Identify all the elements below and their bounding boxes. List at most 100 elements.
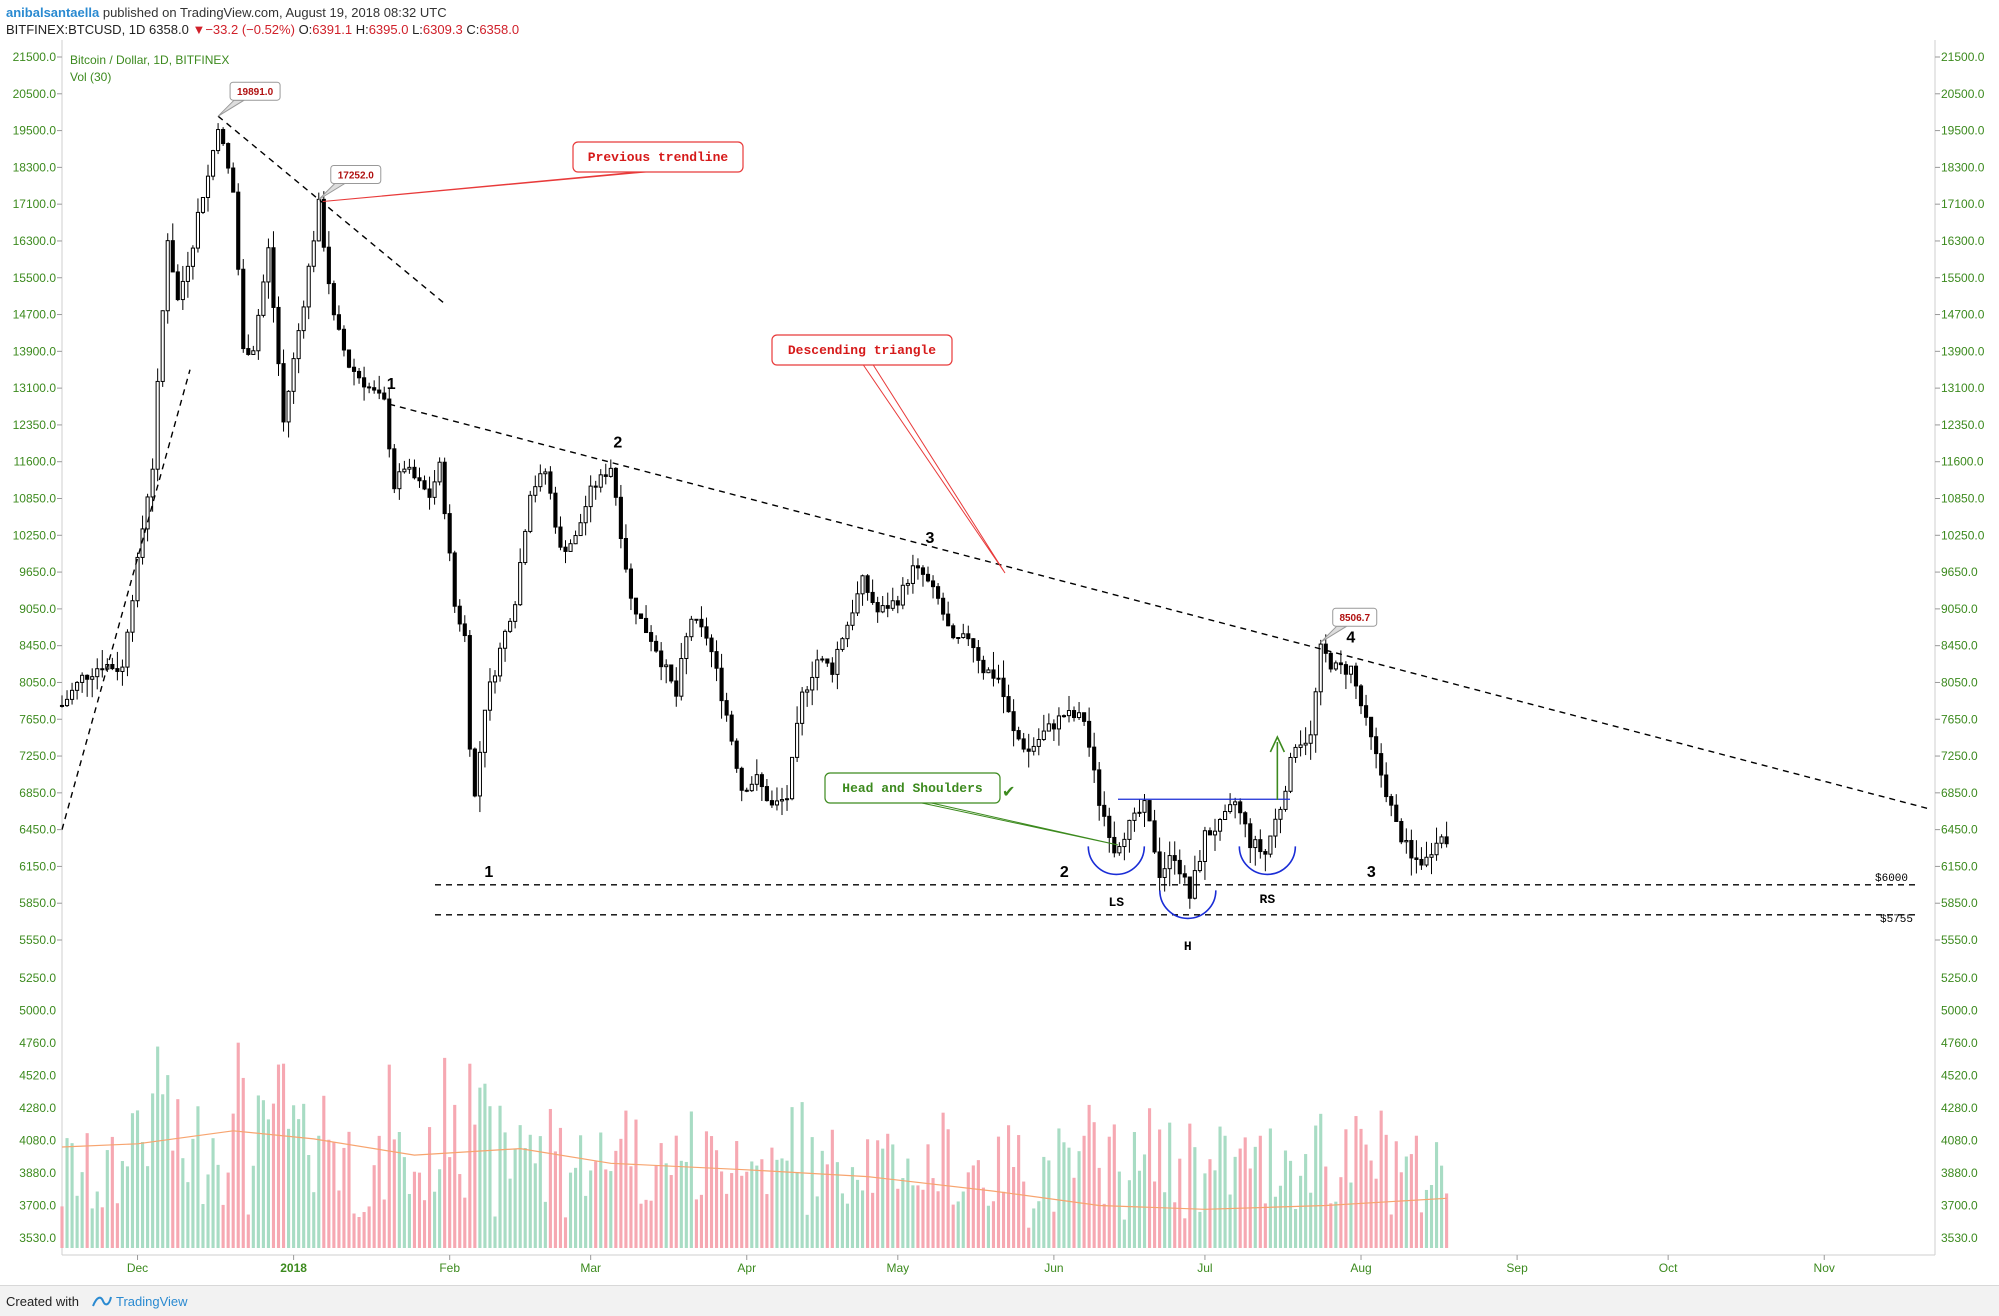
candle-body [598, 474, 603, 488]
high-8506-flag-box [1332, 607, 1378, 627]
candle-body [1021, 738, 1026, 750]
volume-tick-left: 3700.0 [19, 1199, 56, 1213]
volume-bar [433, 1191, 437, 1248]
volume-bar [1419, 1212, 1423, 1248]
candle-body [1011, 711, 1016, 732]
volume-bar [261, 1100, 265, 1248]
candle-body [1414, 857, 1419, 860]
descending-triangle-callout-pointer [861, 362, 1006, 574]
candle-body [397, 471, 402, 490]
tradingview-logo-icon [92, 1296, 112, 1307]
candle-body [1223, 811, 1228, 820]
candle-body [1066, 710, 1072, 717]
candle-body [825, 658, 830, 664]
volume-bar [956, 1201, 960, 1248]
volume-bar [896, 1188, 900, 1248]
candle-body [578, 522, 583, 537]
candle-body [996, 677, 1001, 680]
candle-body [769, 800, 774, 806]
price-tick-left: 20500.0 [13, 87, 57, 101]
candle-body [991, 669, 996, 679]
volume-tick-left: 4760.0 [19, 1036, 56, 1050]
candle-body [1117, 846, 1122, 854]
candle-body [845, 624, 850, 640]
price-tick-left: 15500.0 [13, 271, 57, 285]
created-with-label: Created with [6, 1294, 79, 1309]
volume-bar [976, 1160, 980, 1248]
volume-bar [946, 1129, 950, 1248]
upper-point-label: 3 [926, 530, 935, 547]
price-tick-left: 18300.0 [13, 160, 57, 174]
candle-body [1343, 664, 1348, 675]
candle-body [1197, 860, 1202, 872]
candle-body [850, 612, 855, 626]
candle-body [482, 709, 487, 753]
volume-bar [256, 1095, 260, 1248]
candle-body [618, 496, 623, 539]
candle-body [820, 658, 825, 661]
volume-bar [800, 1102, 804, 1248]
volume-bar [684, 1161, 688, 1248]
volume-bar [1062, 1142, 1066, 1248]
volume-bar [780, 1158, 784, 1248]
volume-bar [584, 1195, 588, 1248]
axes: 21500.0 21500.0 20500.0 20500.0 19500.0 19500… [13, 50, 1985, 1275]
candle-body [1374, 736, 1379, 755]
price-tick-left: 14700.0 [13, 308, 57, 322]
candle-body [1278, 808, 1283, 820]
chart-canvas[interactable]: $6000 $5755 1 2 3 4 1 2 3 19891.0 17252.0 8506.7 Pre… [0, 0, 1999, 1285]
volume-bar [644, 1199, 648, 1248]
candle-body [694, 618, 699, 621]
price-tick-left: 6850.0 [19, 786, 56, 800]
candle-body [1434, 842, 1439, 856]
volume-bar [563, 1217, 568, 1248]
volume-bar [634, 1119, 638, 1248]
candle-body [321, 198, 326, 248]
price-tick-left: 5550.0 [19, 933, 56, 947]
volume-bar [281, 1063, 286, 1248]
volume-bar [871, 1192, 875, 1248]
candle-body [563, 546, 568, 552]
volume-bar [1319, 1113, 1323, 1248]
left-shoulder-arc [1087, 846, 1146, 876]
volume-bar [478, 1087, 482, 1248]
candle-body [1217, 818, 1223, 832]
candle-body [1238, 801, 1243, 814]
volume-bar [518, 1125, 522, 1248]
candle-body [558, 526, 563, 548]
volume-tick-right: 4760.0 [1941, 1036, 1978, 1050]
candle-body [216, 129, 221, 152]
candle-body [1142, 800, 1147, 813]
upper-point-label: 4 [1346, 629, 1355, 646]
price-tick-right: 13100.0 [1941, 381, 1985, 395]
candle-body [1243, 812, 1248, 825]
volume-bar [493, 1216, 497, 1248]
candle-body [875, 602, 880, 613]
volume-bar [704, 1131, 709, 1248]
volume-bar [911, 1185, 915, 1248]
close-label: C: [466, 22, 480, 37]
volume-bar [1107, 1136, 1111, 1248]
candle-body [1006, 696, 1011, 713]
time-tick-label: Apr [737, 1261, 756, 1275]
candle-body [1288, 756, 1293, 792]
candle-body [145, 496, 150, 530]
volume-bar [775, 1159, 779, 1248]
price-tick-right: 18300.0 [1941, 160, 1985, 174]
candle-body [1328, 652, 1333, 670]
volume-bar [312, 1192, 316, 1248]
volume-bar [674, 1135, 678, 1248]
candle-body [1419, 858, 1424, 866]
volume-bar [1092, 1122, 1096, 1248]
volume-bar [528, 1134, 532, 1248]
volume-bar [80, 1172, 84, 1248]
candle-body [165, 240, 170, 312]
volume-bar [1334, 1201, 1338, 1248]
price-tick-left: 7650.0 [19, 712, 56, 726]
volume-bar [1223, 1135, 1227, 1248]
candle-body [936, 586, 941, 599]
tradingview-link[interactable]: TradingView [92, 1294, 188, 1309]
volume-bar [120, 1161, 124, 1248]
volume-bar [448, 1157, 452, 1248]
author-link[interactable]: anibalsantaella [6, 5, 100, 20]
